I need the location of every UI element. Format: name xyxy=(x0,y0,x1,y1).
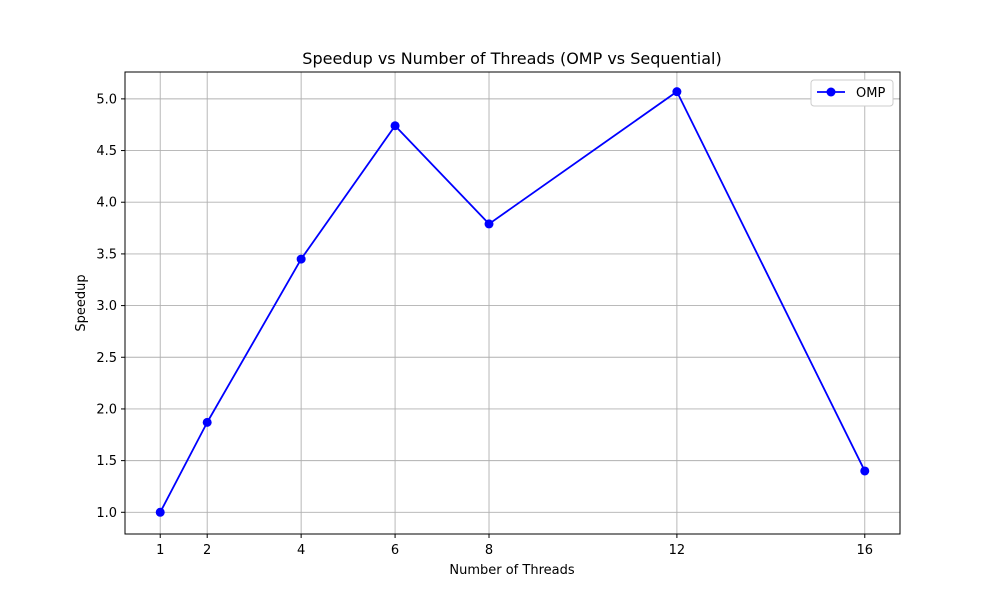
y-tick-label: 2.0 xyxy=(96,402,117,417)
data-point xyxy=(484,219,494,229)
legend-box xyxy=(810,79,894,107)
x-tick-label: 6 xyxy=(391,543,399,558)
data-point xyxy=(860,466,870,476)
legend: OMP xyxy=(810,79,894,107)
y-tick-label: 1.0 xyxy=(96,506,117,521)
x-tick-label: 8 xyxy=(485,543,493,558)
y-tick-label: 2.5 xyxy=(96,351,117,366)
x-tick-label: 12 xyxy=(669,543,686,558)
data-point xyxy=(296,254,306,264)
grid-lines xyxy=(125,72,900,534)
series-layer xyxy=(155,87,870,517)
x-tick-label: 1 xyxy=(156,543,164,558)
y-axis-label: Speedup xyxy=(74,274,89,331)
data-point xyxy=(390,121,400,131)
legend-label-omp: OMP xyxy=(856,86,885,101)
axis-ticks xyxy=(121,98,866,538)
x-tick-label: 2 xyxy=(203,543,211,558)
y-tick-label: 5.0 xyxy=(96,92,117,107)
y-tick-label: 3.5 xyxy=(96,247,117,262)
data-point xyxy=(202,417,212,427)
chart-title: Speedup vs Number of Threads (OMP vs Seq… xyxy=(302,49,721,68)
y-tick-label: 1.5 xyxy=(96,454,117,469)
data-point xyxy=(155,507,165,517)
plot-area-frame xyxy=(124,71,901,535)
x-axis-label: Number of Threads xyxy=(449,563,574,578)
y-tick-label: 3.0 xyxy=(96,299,117,314)
data-point xyxy=(672,87,682,97)
axis-tick-labels: 1 2 4 6 8 12 161.01.52.02.53.03.54.04.55.0 xyxy=(96,92,873,558)
y-tick-label: 4.5 xyxy=(96,144,117,159)
y-tick-label: 4.0 xyxy=(96,196,117,211)
x-tick-label: 4 xyxy=(297,543,305,558)
legend-marker-swatch xyxy=(826,87,836,97)
x-tick-label: 16 xyxy=(856,543,873,558)
